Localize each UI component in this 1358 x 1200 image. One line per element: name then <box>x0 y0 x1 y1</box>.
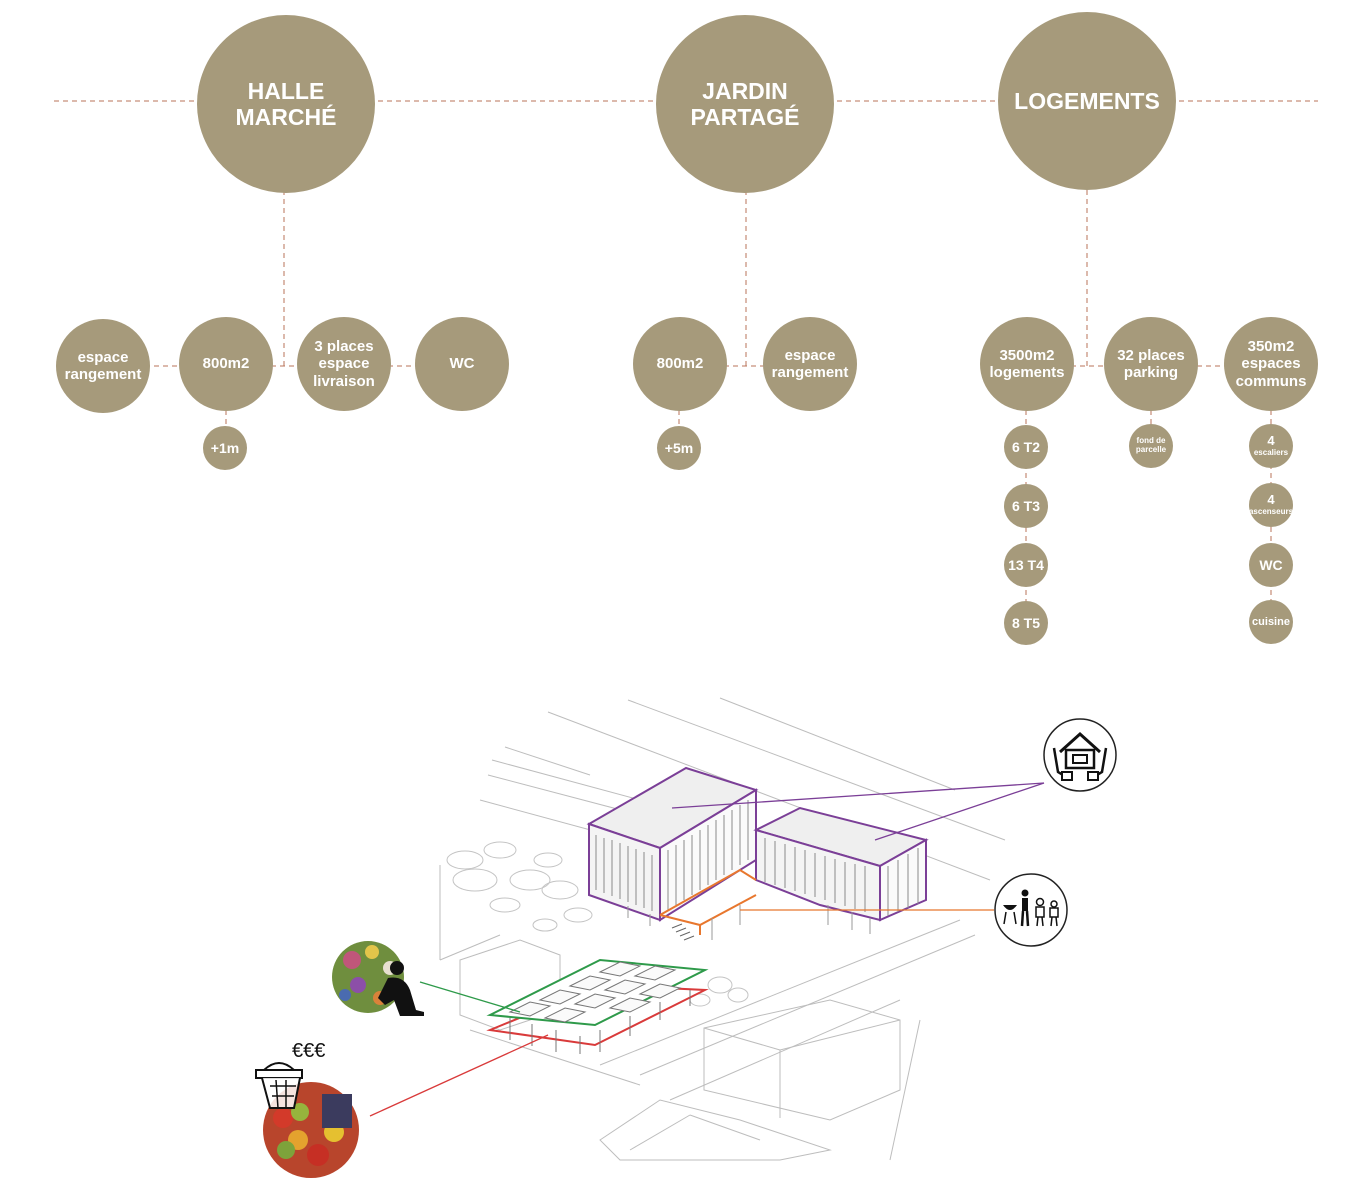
sub-bubble: +1m <box>203 426 247 470</box>
sub-bubble: 8 T5 <box>1004 601 1048 645</box>
sub-label-number: 4 <box>1267 492 1275 508</box>
program-title: LOGEMENTS <box>1014 87 1160 114</box>
sub-bubble: fond de parcelle <box>1129 424 1173 468</box>
sub-label: +1m <box>210 439 240 456</box>
sub-bubble: 6 T2 <box>1004 425 1048 469</box>
market-basket-icon <box>255 1062 359 1178</box>
building-pilotis <box>627 905 871 940</box>
sub-bubble: +5m <box>657 426 701 470</box>
sub-label-number: 4 <box>1267 433 1275 449</box>
site-context-lines <box>439 697 1006 1161</box>
item-bubble: 350m2 espaces communs <box>1224 317 1318 411</box>
housing-block-left <box>586 766 759 922</box>
item-bubble: 800m2 <box>633 317 727 411</box>
sub-label-word: escaliers <box>1253 447 1289 457</box>
sub-label: 8 T5 <box>1011 614 1040 631</box>
item-bubble: 32 places parking <box>1104 317 1198 411</box>
item-label: 800m2 <box>202 355 250 373</box>
sub-bubble: 4 escaliers <box>1249 424 1293 468</box>
item-label: 3500m2 logements <box>989 346 1065 381</box>
item-bubble: 800m2 <box>179 317 273 411</box>
sub-bubble: 13 T4 <box>1004 543 1048 587</box>
item-label: espace rangement <box>64 348 142 383</box>
item-bubble: espace rangement <box>763 317 857 411</box>
item-label: 350m2 espaces communs <box>1235 338 1307 390</box>
program-bubble-jardin-partage: JARDIN PARTAGÉ <box>656 15 834 193</box>
sub-bubble: 4 ascenseurs <box>1249 483 1293 527</box>
program-title: JARDIN PARTAGÉ <box>690 77 800 130</box>
barbecue-community-icon <box>994 873 1068 947</box>
item-bubble: WC <box>415 317 509 411</box>
housing-block-right <box>753 806 929 922</box>
external-stairs <box>671 923 695 941</box>
sub-label: fond de parcelle <box>1135 436 1167 454</box>
item-label: espace rangement <box>771 346 849 381</box>
sub-bubble: cuisine <box>1249 600 1293 644</box>
common-space-outline <box>659 868 757 935</box>
sub-label: WC <box>1259 556 1283 573</box>
item-label: 32 places parking <box>1117 346 1185 381</box>
sub-label-word: ascenseurs <box>1248 506 1294 516</box>
item-label: WC <box>449 355 475 373</box>
market-price-label: €€€ <box>292 1040 326 1062</box>
item-bubble: espace rangement <box>56 319 150 413</box>
item-bubble: 3500m2 logements <box>980 317 1074 411</box>
item-label: 800m2 <box>656 355 704 373</box>
sub-label: 13 T4 <box>1008 556 1044 573</box>
item-label: 3 places espace livraison <box>313 338 375 390</box>
sub-bubble: 6 T3 <box>1004 484 1048 528</box>
housing-hands-icon <box>1043 718 1117 792</box>
sub-label: 6 T3 <box>1011 497 1040 514</box>
sub-label: +5m <box>664 439 694 456</box>
tree-canopies <box>446 841 749 1007</box>
garden-roof <box>486 958 709 1027</box>
program-bubble-halle-marche: HALLE MARCHÉ <box>197 15 375 193</box>
program-title: HALLE MARCHÉ <box>235 77 337 130</box>
callout-leaders <box>369 782 1045 1117</box>
program-bubble-logements: LOGEMENTS <box>998 12 1176 190</box>
gardener-icon <box>332 941 424 1016</box>
sub-label: cuisine <box>1252 615 1290 628</box>
sub-label: 6 T2 <box>1011 438 1040 455</box>
item-bubble: 3 places espace livraison <box>297 317 391 411</box>
sub-bubble: WC <box>1249 543 1293 587</box>
